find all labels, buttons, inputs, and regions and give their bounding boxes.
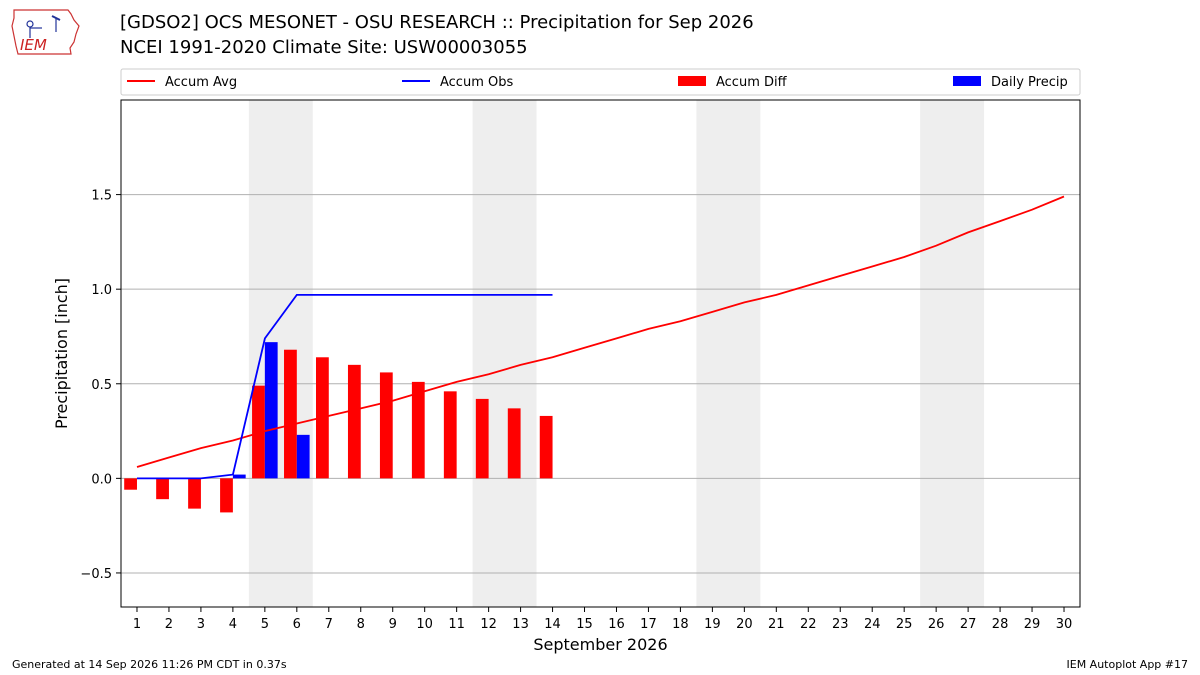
diff-bar: [188, 478, 201, 509]
x-tick-label: 4: [229, 617, 237, 632]
x-tick-label: 11: [448, 617, 465, 632]
chart-subtitle: NCEI 1991-2020 Climate Site: USW00003055: [120, 37, 528, 58]
legend-entry: Accum Diff: [716, 75, 788, 90]
weekend-band: [248, 100, 313, 607]
x-tick-label: 30: [1056, 617, 1073, 632]
x-tick-label: 27: [960, 617, 977, 632]
x-tick-label: 3: [197, 617, 205, 632]
x-tick-label: 6: [293, 617, 301, 632]
x-tick-label: 9: [389, 617, 397, 632]
weekend-band: [472, 100, 537, 607]
x-tick-label: 1: [133, 617, 141, 632]
y-tick-label: 1.0: [91, 283, 112, 298]
y-tick-label: 0.0: [91, 472, 112, 487]
diff-bar: [411, 381, 425, 479]
daily-bar: [296, 434, 310, 479]
legend-entry: Daily Precip: [991, 75, 1068, 90]
x-tick-label: 26: [928, 617, 945, 632]
accum-diff-bars: [124, 349, 553, 513]
app-label: IEM Autoplot App #17: [1066, 658, 1189, 671]
diff-bar: [347, 364, 361, 479]
accum-avg-line: [136, 195, 1065, 468]
x-tick-label: 13: [512, 617, 529, 632]
axes: −0.50.00.51.01.51 2 3 4 5 6 7 8 9 10 11 12 13 14 15 16 1…: [80, 189, 1072, 632]
x-tick-label: 24: [864, 617, 881, 632]
x-axis-label: September 2026: [533, 635, 667, 654]
legend-frame: [120, 68, 1081, 96]
legend-swatch: [678, 76, 706, 86]
x-tick-label: 5: [261, 617, 269, 632]
x-tick-label: 18: [672, 617, 689, 632]
accum-obs-line: [137, 293, 553, 480]
diff-bar: [379, 372, 393, 479]
x-tick-label: 23: [832, 617, 849, 632]
x-tick-label: 19: [704, 617, 721, 632]
legend: Accum Avg Accum Obs Accum Diff Daily Precip: [120, 68, 1081, 96]
diff-bar: [284, 349, 297, 479]
x-tick-label: 22: [800, 617, 817, 632]
x-tick-label: 14: [544, 617, 561, 632]
y-tick-label: 1.5: [91, 189, 112, 204]
iem-logo: IEM: [11, 9, 80, 55]
diff-bar: [443, 391, 457, 479]
grid-lines: [121, 194, 1080, 574]
accum-lines: [136, 195, 1065, 480]
x-tick-label: 15: [576, 617, 593, 632]
x-tick-label: 12: [480, 617, 497, 632]
y-axis-label: Precipitation [inch]: [52, 278, 71, 429]
weekend-band: [696, 100, 761, 607]
x-tick-label: 7: [325, 617, 333, 632]
iowa-state-outline-icon: [11, 9, 80, 55]
x-tick-label: 2: [165, 617, 173, 632]
daily-bar: [232, 474, 246, 479]
diff-bar: [475, 398, 489, 479]
diff-bar: [539, 415, 553, 479]
weekend-shading: [248, 100, 985, 607]
diff-bar: [252, 385, 265, 479]
daily-bar: [264, 342, 278, 479]
generated-timestamp: Generated at 14 Sep 2026 11:26 PM CDT in…: [12, 658, 287, 671]
x-tick-label: 28: [992, 617, 1009, 632]
diff-bar: [124, 478, 137, 490]
diff-bar: [220, 478, 233, 513]
diff-bar: [156, 478, 169, 500]
x-tick-label: 8: [357, 617, 365, 632]
x-tick-label: 17: [640, 617, 657, 632]
logo-text: IEM: [20, 36, 47, 54]
legend-entry: Accum Obs: [440, 75, 513, 90]
x-tick-label: 10: [416, 617, 433, 632]
diff-bar: [507, 408, 521, 479]
chart-title: [GDSO2] OCS MESONET - OSU RESEARCH :: Pr…: [120, 12, 754, 33]
x-tick-label: 20: [736, 617, 753, 632]
legend-swatch: [953, 76, 981, 86]
plot-frame: [120, 99, 1081, 608]
x-tick-label: 16: [608, 617, 625, 632]
y-tick-label: 0.5: [91, 378, 112, 393]
y-tick-label: −0.5: [80, 567, 112, 582]
weekend-band: [920, 100, 985, 607]
x-tick-label: 29: [1024, 617, 1041, 632]
x-tick-label: 21: [768, 617, 785, 632]
daily-precip-bars: [232, 342, 310, 479]
legend-entry: Accum Avg: [165, 75, 237, 90]
x-tick-label: 25: [896, 617, 913, 632]
